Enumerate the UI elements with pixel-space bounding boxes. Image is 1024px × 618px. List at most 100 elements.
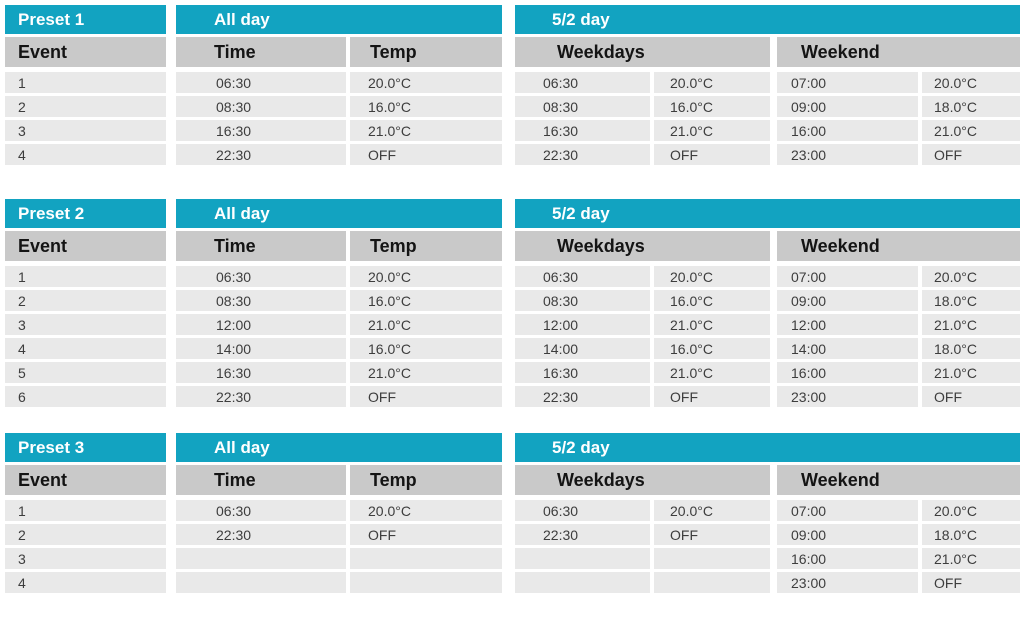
weekdays-time-cell: 22:30 [515, 144, 650, 165]
weekend-temp-cell: 21.0°C [922, 314, 1020, 335]
weekdays-time-cell: 06:30 [515, 266, 650, 287]
event-number-cell: 5 [5, 362, 166, 383]
weekend-column-header: Weekend [777, 37, 1020, 67]
event-number-cell: 2 [5, 524, 166, 545]
all-day-header: All day [176, 5, 502, 34]
weekdays-column-header: Weekdays [515, 37, 770, 67]
all-day-time-cell: 16:30 [176, 362, 346, 383]
preset-3-table: Preset 3 All day 5/2 day Event Time Temp… [5, 433, 1020, 593]
all-day-time-cell: 14:00 [176, 338, 346, 359]
schedule-row: 3 16:30 21.0°C 16:30 21.0°C 16:00 21.0°C [5, 120, 1020, 141]
weekend-time-cell: 14:00 [777, 338, 918, 359]
schedule-row: 4 23:00 OFF [5, 572, 1020, 593]
weekdays-time-cell: 14:00 [515, 338, 650, 359]
weekdays-temp-cell: OFF [654, 144, 770, 165]
schedule-row: 4 14:00 16.0°C 14:00 16.0°C 14:00 18.0°C [5, 338, 1020, 359]
weekdays-time-cell: 08:30 [515, 290, 650, 311]
event-number-cell: 3 [5, 314, 166, 335]
weekdays-temp-cell: 20.0°C [654, 500, 770, 521]
weekend-time-cell: 23:00 [777, 144, 918, 165]
all-day-time-cell: 16:30 [176, 120, 346, 141]
all-day-time-cell [176, 572, 346, 593]
schedule-rows: 1 06:30 20.0°C 06:30 20.0°C 07:00 20.0°C… [5, 72, 1020, 165]
weekdays-temp-cell: OFF [654, 386, 770, 407]
weekend-temp-cell: 20.0°C [922, 266, 1020, 287]
schedule-row: 1 06:30 20.0°C 06:30 20.0°C 07:00 20.0°C [5, 266, 1020, 287]
preset-1-table: Preset 1 All day 5/2 day Event Time Temp… [5, 5, 1020, 165]
all-day-temp-cell: 16.0°C [350, 96, 502, 117]
weekend-temp-cell: OFF [922, 572, 1020, 593]
all-day-time-cell: 12:00 [176, 314, 346, 335]
preset-header-row: Preset 1 All day 5/2 day [5, 5, 1020, 34]
weekdays-time-cell: 06:30 [515, 72, 650, 93]
weekend-temp-cell: 21.0°C [922, 120, 1020, 141]
schedule-rows: 1 06:30 20.0°C 06:30 20.0°C 07:00 20.0°C… [5, 266, 1020, 407]
weekend-time-cell: 07:00 [777, 500, 918, 521]
weekdays-time-cell: 16:30 [515, 362, 650, 383]
weekdays-time-cell: 12:00 [515, 314, 650, 335]
weekend-temp-cell: 21.0°C [922, 548, 1020, 569]
preset-title: Preset 1 [5, 5, 166, 34]
weekdays-temp-cell: 16.0°C [654, 96, 770, 117]
weekend-time-cell: 09:00 [777, 290, 918, 311]
all-day-time-cell: 22:30 [176, 144, 346, 165]
weekend-time-cell: 09:00 [777, 524, 918, 545]
all-day-temp-cell: 20.0°C [350, 500, 502, 521]
schedule-row: 2 08:30 16.0°C 08:30 16.0°C 09:00 18.0°C [5, 290, 1020, 311]
weekdays-temp-cell: 20.0°C [654, 72, 770, 93]
all-day-temp-cell: 21.0°C [350, 362, 502, 383]
weekdays-column-header: Weekdays [515, 465, 770, 495]
event-column-header: Event [5, 465, 166, 495]
schedule-row: 1 06:30 20.0°C 06:30 20.0°C 07:00 20.0°C [5, 72, 1020, 93]
weekend-temp-cell: 18.0°C [922, 524, 1020, 545]
schedule-row: 6 22:30 OFF 22:30 OFF 23:00 OFF [5, 386, 1020, 407]
weekend-column-header: Weekend [777, 465, 1020, 495]
split-day-header: 5/2 day [515, 199, 1020, 228]
weekdays-temp-cell: 16.0°C [654, 290, 770, 311]
all-day-temp-cell: OFF [350, 144, 502, 165]
weekdays-time-cell: 06:30 [515, 500, 650, 521]
weekdays-temp-cell: 16.0°C [654, 338, 770, 359]
event-number-cell: 2 [5, 96, 166, 117]
all-day-temp-cell [350, 548, 502, 569]
weekend-temp-cell: 20.0°C [922, 72, 1020, 93]
column-header-row: Event Time Temp Weekdays Weekend [5, 231, 1020, 261]
weekend-time-cell: 12:00 [777, 314, 918, 335]
weekdays-time-cell: 22:30 [515, 386, 650, 407]
event-number-cell: 2 [5, 290, 166, 311]
weekdays-temp-cell: 21.0°C [654, 314, 770, 335]
weekend-time-cell: 23:00 [777, 386, 918, 407]
event-number-cell: 1 [5, 266, 166, 287]
weekdays-temp-cell: 21.0°C [654, 362, 770, 383]
weekend-column-header: Weekend [777, 231, 1020, 261]
time-column-header: Time [176, 37, 346, 67]
all-day-time-cell: 06:30 [176, 500, 346, 521]
preset-header-row: Preset 2 All day 5/2 day [5, 199, 1020, 228]
weekdays-time-cell [515, 572, 650, 593]
weekdays-temp-cell: 20.0°C [654, 266, 770, 287]
preset-title: Preset 2 [5, 199, 166, 228]
all-day-time-cell: 06:30 [176, 72, 346, 93]
all-day-temp-cell: 16.0°C [350, 338, 502, 359]
schedule-row: 2 08:30 16.0°C 08:30 16.0°C 09:00 18.0°C [5, 96, 1020, 117]
weekdays-time-cell [515, 548, 650, 569]
schedule-row: 4 22:30 OFF 22:30 OFF 23:00 OFF [5, 144, 1020, 165]
all-day-temp-cell: 21.0°C [350, 120, 502, 141]
weekend-time-cell: 16:00 [777, 362, 918, 383]
time-column-header: Time [176, 465, 346, 495]
schedule-row: 2 22:30 OFF 22:30 OFF 09:00 18.0°C [5, 524, 1020, 545]
all-day-header: All day [176, 433, 502, 462]
schedule-row: 3 12:00 21.0°C 12:00 21.0°C 12:00 21.0°C [5, 314, 1020, 335]
temp-column-header: Temp [350, 37, 502, 67]
preset-tables: Preset 1 All day 5/2 day Event Time Temp… [5, 5, 1020, 593]
weekend-temp-cell: OFF [922, 144, 1020, 165]
column-header-row: Event Time Temp Weekdays Weekend [5, 37, 1020, 67]
event-column-header: Event [5, 37, 166, 67]
split-day-header: 5/2 day [515, 433, 1020, 462]
event-number-cell: 3 [5, 548, 166, 569]
event-number-cell: 4 [5, 572, 166, 593]
all-day-temp-cell: 20.0°C [350, 72, 502, 93]
weekdays-temp-cell: OFF [654, 524, 770, 545]
weekend-time-cell: 16:00 [777, 120, 918, 141]
event-number-cell: 4 [5, 338, 166, 359]
